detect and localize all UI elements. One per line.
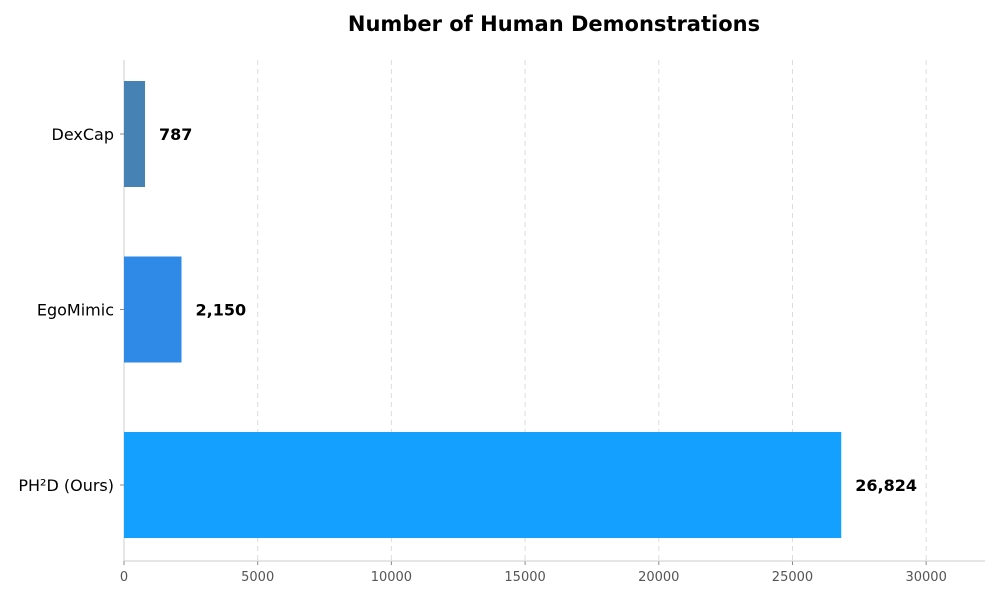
bar (124, 81, 146, 187)
x-tick-label: 10000 (371, 570, 412, 585)
chart-title: Number of Human Demonstrations (348, 12, 760, 36)
bar (124, 432, 842, 538)
x-tick-label: 0 (120, 570, 128, 585)
bar-value-label: 787 (159, 125, 192, 144)
bars (124, 81, 842, 538)
bar (124, 256, 182, 363)
y-category-label: PH²D (Ours) (18, 476, 114, 495)
y-category-label: DexCap (52, 125, 114, 144)
x-tick-label: 20000 (638, 570, 679, 585)
x-tick-label: 25000 (772, 570, 813, 585)
bar-value-label: 26,824 (855, 476, 917, 495)
bar-value-label: 2,150 (195, 301, 246, 320)
y-category-label: EgoMimic (37, 301, 114, 320)
x-tick-label: 15000 (504, 570, 545, 585)
x-tick-label: 5000 (241, 570, 274, 585)
labels: DexCap 787 EgoMimic 2,150 PH²D (Ours) 26,824 (18, 125, 917, 495)
x-tick-label: 30000 (905, 570, 946, 585)
